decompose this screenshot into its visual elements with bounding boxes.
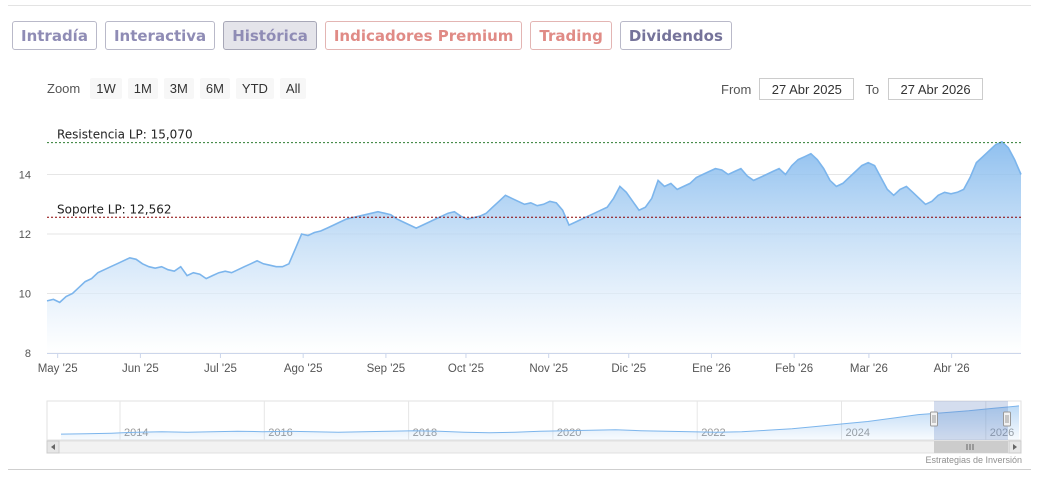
tab-trading[interactable]: Trading xyxy=(530,21,612,50)
handle-grip xyxy=(1003,411,1011,427)
x-tick-label: Jul '25 xyxy=(204,363,237,375)
x-tick-label: Mar '26 xyxy=(850,363,888,375)
x-tick-label: Ago '25 xyxy=(284,363,323,375)
zoom-button-ytd[interactable]: YTD xyxy=(235,78,274,99)
navigator-left-handle[interactable] xyxy=(930,411,938,427)
zoom-selector: Zoom 1W 1M 3M 6M YTD All xyxy=(47,78,307,99)
resistance-label: Resistencia LP: 15,070 xyxy=(57,128,193,142)
zoom-button-1m[interactable]: 1M xyxy=(127,78,158,99)
scrollbar-right-button[interactable] xyxy=(1008,440,1022,454)
zoom-button-6m[interactable]: 6M xyxy=(199,78,230,99)
to-label: To xyxy=(865,81,880,97)
tab-historica[interactable]: Histórica xyxy=(223,21,317,50)
tab-dividendos[interactable]: Dividendos xyxy=(619,21,732,50)
tab-indicadores-premium[interactable]: Indicadores Premium xyxy=(324,21,523,50)
x-tick-label: Ene '26 xyxy=(692,363,731,375)
zoom-button-3m[interactable]: 3M xyxy=(163,78,194,99)
x-tick-label: May '25 xyxy=(38,363,78,375)
zoom-button-all[interactable]: All xyxy=(279,78,307,99)
x-tick-label: Nov '25 xyxy=(529,363,568,375)
view-tabs: Intradía Interactiva Histórica Indicador… xyxy=(12,21,732,50)
tab-interactiva[interactable]: Interactiva xyxy=(104,21,216,50)
from-date-input[interactable]: 27 Abr 2025 xyxy=(759,78,855,100)
scrollbar-left-button[interactable] xyxy=(46,440,60,454)
navigator-scrollbar xyxy=(46,440,1022,454)
zoom-label: Zoom xyxy=(47,81,81,96)
scrollbar-thumb[interactable] xyxy=(934,441,1008,453)
x-tick-label: Abr '26 xyxy=(934,363,970,375)
price-area-fill xyxy=(47,141,1021,353)
navigator-line xyxy=(60,405,1020,435)
scrollbar-grip-icon xyxy=(966,444,974,450)
x-tick-label: Dic '25 xyxy=(611,363,646,375)
y-tick-label: 8 xyxy=(25,348,31,360)
support-label: Soporte LP: 12,562 xyxy=(57,202,172,216)
tab-intradia[interactable]: Intradía xyxy=(12,21,97,50)
top-divider xyxy=(8,5,1031,6)
handle-grip xyxy=(930,411,938,427)
arrow-right-icon xyxy=(1013,444,1017,450)
x-tick-label: Feb '26 xyxy=(775,363,813,375)
bottom-divider xyxy=(8,469,1031,470)
from-label: From xyxy=(721,81,752,97)
y-tick-label: 10 xyxy=(19,289,31,301)
date-range: From 27 Abr 2025 To 27 Abr 2026 xyxy=(721,78,984,100)
credit-text: Estrategias de Inversión xyxy=(925,455,1022,465)
navigator-selected-range xyxy=(934,401,1008,440)
navigator-right-handle[interactable] xyxy=(1003,411,1011,427)
x-tick-label: Sep '25 xyxy=(367,363,406,375)
x-tick-label: Oct '25 xyxy=(448,363,484,375)
zoom-button-1w[interactable]: 1W xyxy=(90,78,122,99)
y-tick-label: 12 xyxy=(19,229,31,241)
price-line xyxy=(46,140,1022,304)
scrollbar-track xyxy=(46,440,1022,454)
arrow-left-icon xyxy=(51,444,55,450)
to-date-input[interactable]: 27 Abr 2026 xyxy=(888,78,984,100)
y-tick-label: 14 xyxy=(19,170,31,182)
x-tick-label: Jun '25 xyxy=(122,363,159,375)
